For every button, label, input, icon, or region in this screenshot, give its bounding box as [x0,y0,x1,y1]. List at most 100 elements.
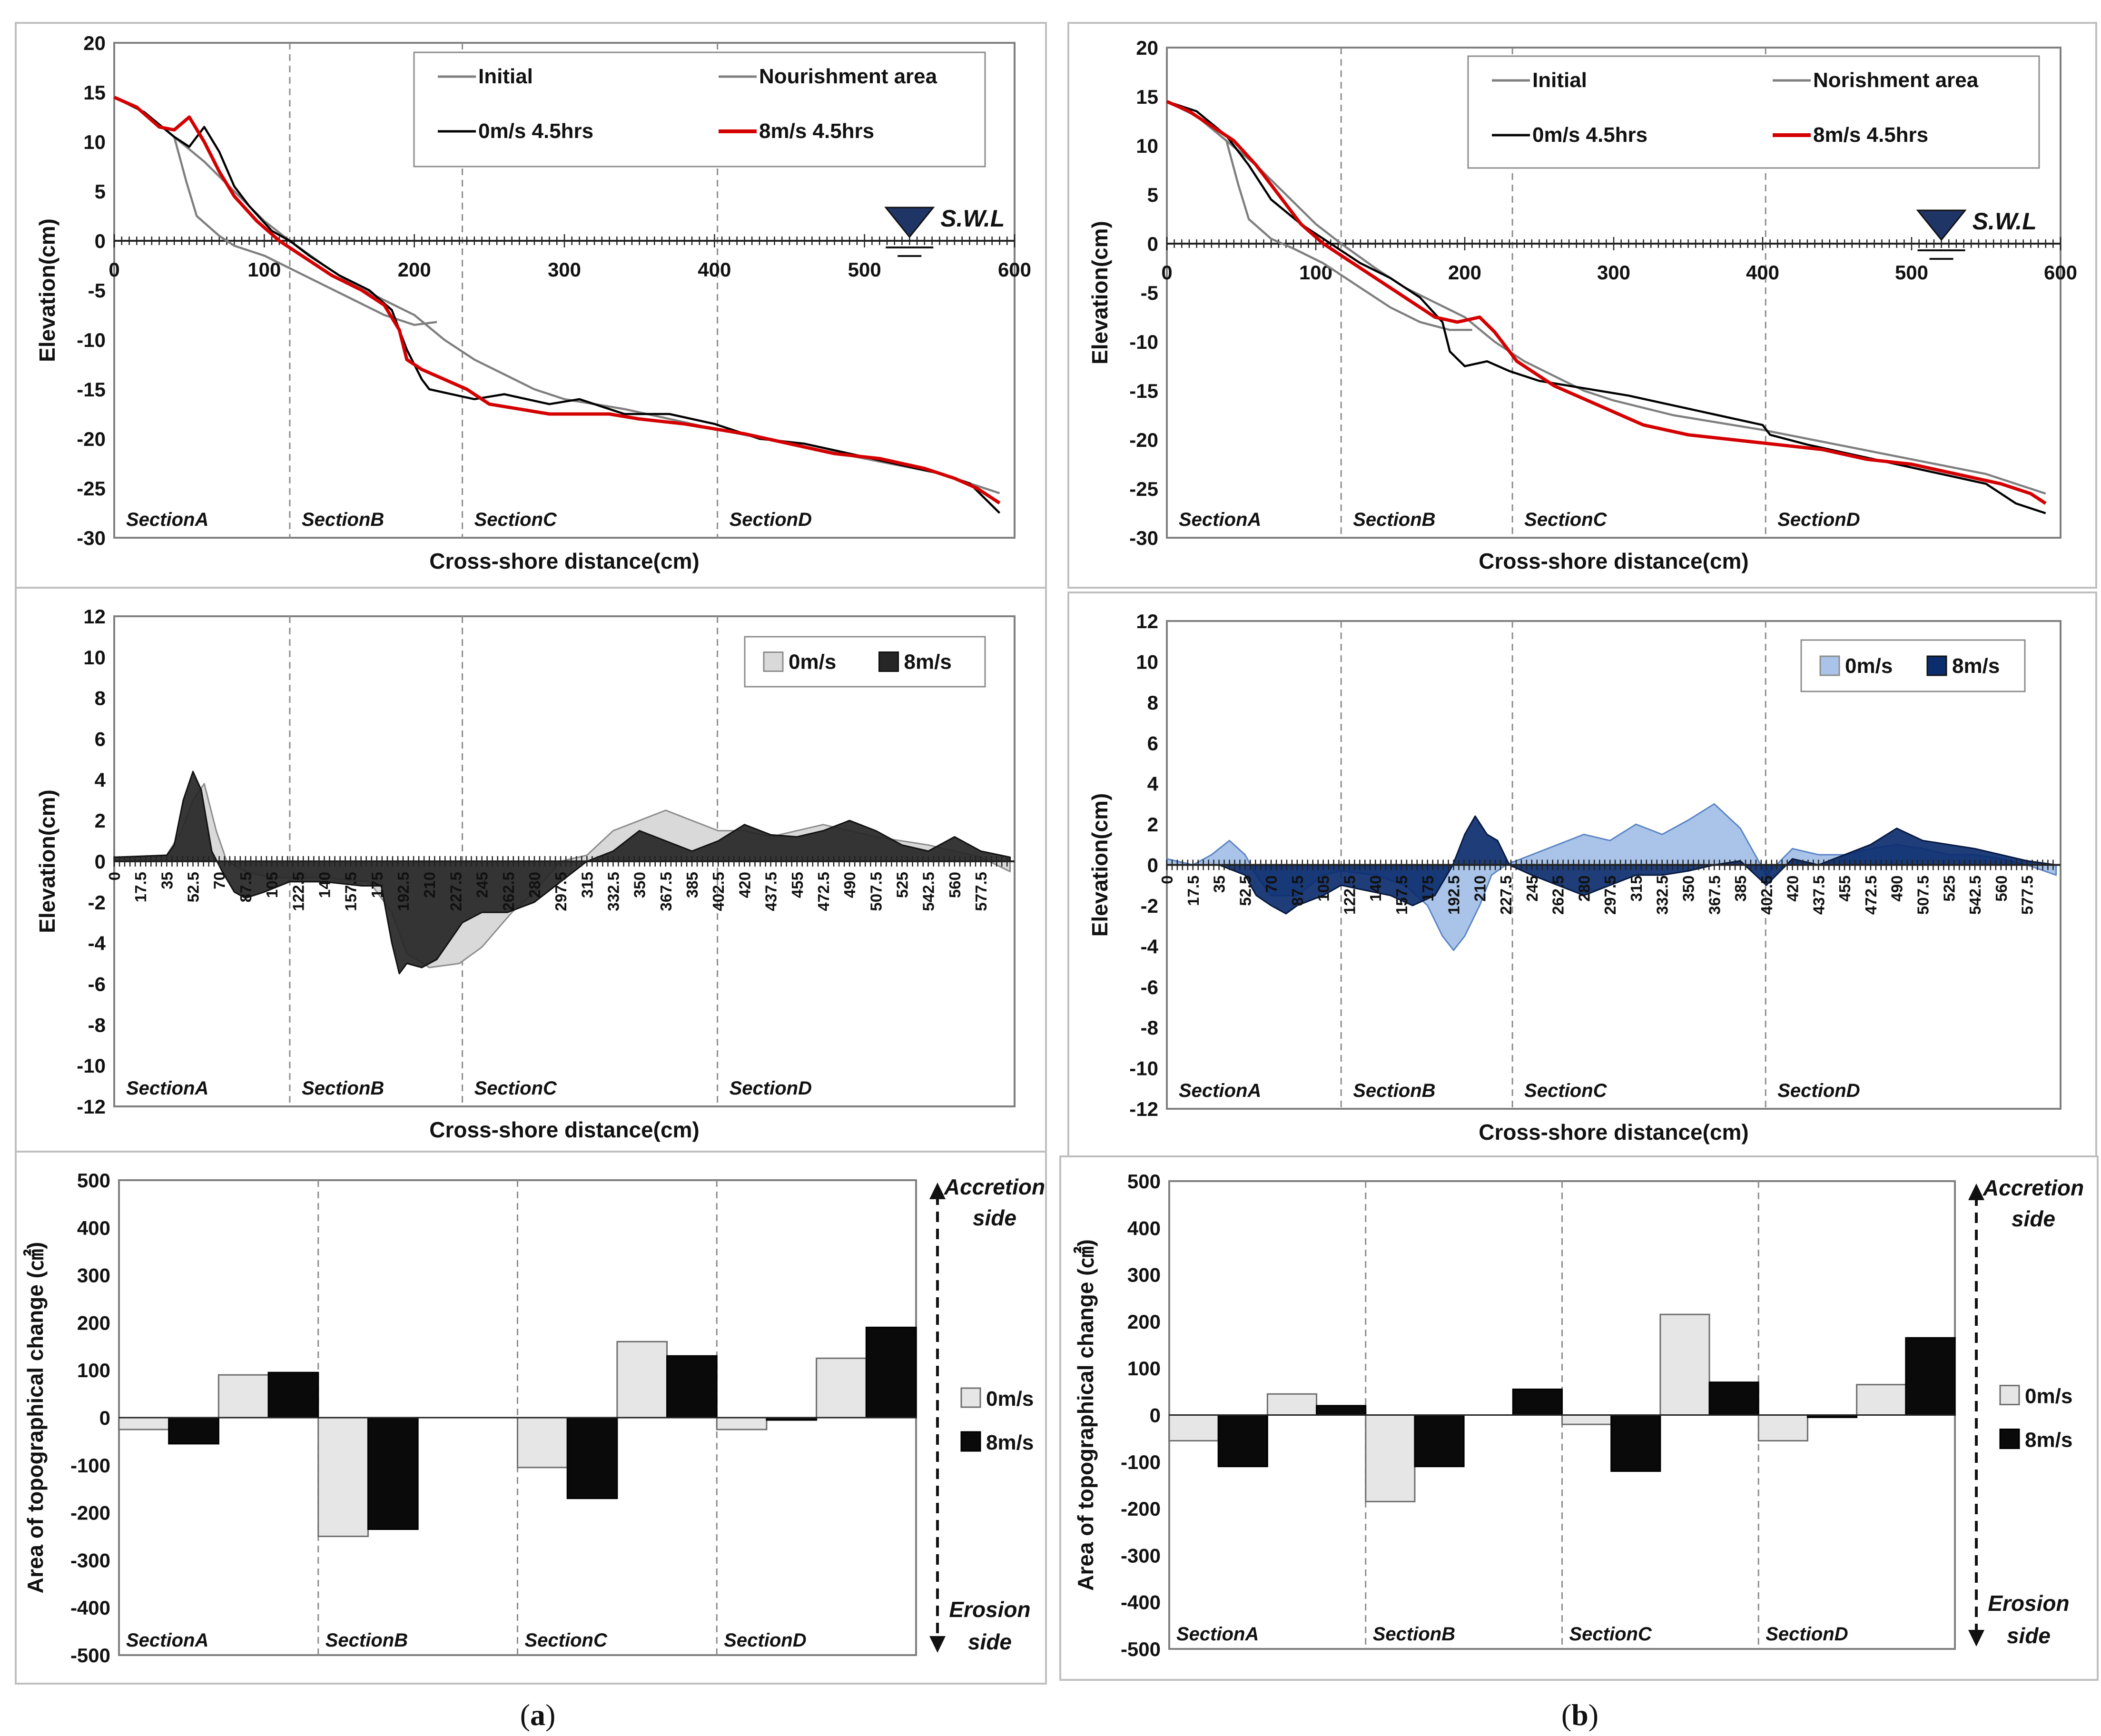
a3-bar-8ms-0 [168,1417,219,1445]
a2-ytick-label: 2 [95,809,106,832]
b2-xtick-label: 122.5 [1341,876,1358,915]
b3-ytick-label: 200 [1127,1311,1161,1333]
b2-xtick-label: 367.5 [1706,876,1723,915]
a1-y-axis-title: Elevation(cm) [35,218,59,362]
b2-xtick-label: 437.5 [1810,876,1827,915]
a2-xtick-label: 437.5 [762,872,780,911]
b2-xtick-label: 280 [1575,876,1593,902]
b1-series-3-line [1166,100,2047,505]
a2-xtick-label: 175 [368,872,386,898]
a3-ytick-label: -500 [70,1644,110,1667]
b3-bar-8ms-7 [1905,1337,1956,1416]
a1-xtick-label: 600 [998,258,1031,281]
b3-arrow-down-icon [1968,1630,1984,1647]
b2-section-label: SectionA [1179,1080,1261,1101]
b2-ytick-label: 10 [1136,651,1158,673]
a3-legend-label: 8m/s [986,1431,1034,1454]
b2-xtick-label: 227.5 [1497,876,1515,915]
a2-xtick-label: 297.5 [552,872,570,911]
b3-ytick-label: -500 [1121,1638,1161,1660]
b2-xtick-label: 560 [1992,876,2010,902]
b2-ytick-label: -2 [1141,895,1158,917]
a1-ytick-label: 15 [83,81,106,104]
a3-section-label: SectionB [326,1630,408,1651]
b2-ytick-label: -12 [1129,1098,1158,1120]
b1-ytick-label: -30 [1129,527,1158,549]
b2-xtick-label: 0 [1158,876,1176,884]
b1-swl-icon [1916,209,1967,241]
a1-series-2-line [114,96,1001,514]
b3-erosion-label: side [2007,1623,2051,1648]
b3-ytick-label: -100 [1121,1451,1161,1473]
a2-xtick-label: 0 [106,872,123,880]
b2-xtick-label: 402.5 [1758,876,1775,915]
a1-series-3-line [113,96,1001,505]
b1-ytick-label: -10 [1129,331,1158,353]
b2-ytick-label: -4 [1141,935,1159,957]
a1-xtick-label: 0 [109,258,119,281]
b1-ytick-label: 15 [1136,86,1158,108]
b3-bar-0ms-2 [1365,1414,1416,1502]
a3-ytick-label: 500 [77,1169,110,1192]
a2-xtick-label: 455 [789,872,806,898]
a1-ytick-label: -15 [77,378,106,401]
b2-xtick-label: 262.5 [1549,876,1567,915]
a2-section-label: SectionD [730,1078,812,1099]
a3-bar-8ms-4 [566,1417,618,1499]
a2-ytick-label: -6 [88,973,106,996]
b1-legend-label: Initial [1532,69,1587,92]
b1-legend-label: Norishment area [1813,69,1979,92]
b2-xtick-label: 175 [1419,876,1437,902]
b3-bar-0ms-4 [1561,1414,1612,1425]
a1-plot-area [113,42,1016,539]
b2-xtick-label: 490 [1888,876,1906,902]
a3-bar-8ms-1 [267,1371,319,1419]
a3-ytick-label: -200 [70,1502,110,1524]
b2-ytick-label: -10 [1129,1057,1158,1080]
a3-arrow-down-icon [929,1636,946,1653]
a1-xtick-label: 300 [548,258,581,281]
a3-bar-0ms-2 [317,1417,369,1537]
b3-section-label: SectionC [1569,1624,1652,1645]
panel-label-a: (a) [520,1698,556,1732]
a2-y-axis-title: Elevation(cm) [35,789,59,933]
b3-ytick-label: -400 [1121,1591,1161,1614]
a1-section-label: SectionC [474,509,557,530]
b1-xtick-label: 500 [1895,261,1928,284]
a1-x-axis-title: Cross-shore distance(cm) [429,549,700,573]
b3-section-label: SectionB [1373,1624,1455,1645]
frame-b3 [1059,1155,2099,1681]
a2-xtick-label: 17.5 [132,872,149,902]
b1-plot-area [1166,47,2062,539]
b3-bar-0ms-5 [1659,1313,1710,1416]
a3-ytick-label: 300 [77,1264,110,1287]
chart-b2-elevation-change: 0 17.5 35 52.5 70 87.5 105 122.5 140 157.5 175 192.… [1087,610,2062,1144]
a2-xtick-label: 280 [526,872,543,898]
b3-bar-8ms-5 [1708,1381,1759,1416]
b1-xtick-label: 300 [1597,261,1630,284]
a1-ytick-label: -25 [77,477,106,500]
a2-ytick-label: -12 [77,1095,106,1118]
b2-section-label: SectionD [1777,1080,1860,1101]
a1-xtick-label: 400 [698,258,731,281]
a1-swl-label: S.W.L [940,205,1005,232]
b2-ytick-label: 0 [1147,854,1158,877]
a2-xtick-label: 315 [578,872,596,898]
a3-legend-swatch [960,1431,981,1452]
b1-xtick-label: 600 [2044,261,2077,284]
b3-ytick-label: 500 [1127,1170,1161,1193]
b1-series-1-line [1166,100,1472,331]
b1-ytick-label: -5 [1141,282,1158,304]
a1-ytick-label: 5 [95,180,106,203]
b3-bar-8ms-4 [1610,1414,1661,1472]
a1-ytick-label: 0 [95,230,106,252]
b2-ytick-label: -6 [1141,976,1158,998]
b1-series-0-line [1166,100,2046,495]
b2-xtick-label: 157.5 [1393,876,1411,915]
a3-ytick-label: -300 [70,1549,110,1571]
a1-legend-box [413,51,986,168]
b3-accretion-label: Accretion [1983,1175,2084,1200]
a3-bar-0ms-4 [517,1417,568,1469]
a3-bar-0ms-0 [118,1417,170,1430]
